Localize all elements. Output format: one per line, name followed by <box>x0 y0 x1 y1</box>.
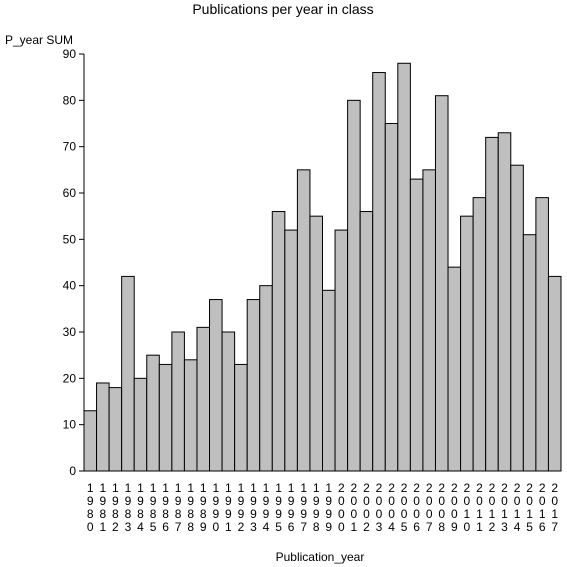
bar-1990 <box>209 299 223 472</box>
bar-1994 <box>259 285 273 472</box>
bar-2010 <box>460 215 474 472</box>
bar-1980 <box>83 410 98 472</box>
bar-2006 <box>409 178 424 472</box>
bar-1988 <box>183 359 198 472</box>
bar-1981 <box>96 382 110 472</box>
bar-2003 <box>372 72 386 472</box>
bar-1985 <box>146 354 160 472</box>
y-tick-label: 20 <box>63 371 77 385</box>
y-tick-label: 90 <box>63 47 77 61</box>
bar-2012 <box>485 136 499 472</box>
bar-1989 <box>196 326 211 472</box>
bar-1999 <box>322 289 336 472</box>
y-tick-label: 50 <box>63 232 77 246</box>
bars <box>83 62 562 472</box>
y-tick-label: 60 <box>63 186 77 200</box>
y-tick-label: 10 <box>63 418 77 432</box>
bar-1984 <box>133 377 148 472</box>
bar-1986 <box>158 363 173 472</box>
bar-1982 <box>108 387 123 472</box>
bar-1991 <box>221 331 236 472</box>
bar-2005 <box>397 62 411 472</box>
bar-1997 <box>296 169 311 472</box>
y-tick-label: 30 <box>63 325 77 339</box>
bar-2009 <box>447 266 462 472</box>
x-axis-ticks: 1 9 8 0 1 9 8 1 1 9 8 2 1 9 8 3 1 9 8 4 1 9 8 5 1 9 8 6 1 9 8 7 1 9 8 8 1 9 8 9… <box>87 481 558 534</box>
y-tick-label: 80 <box>63 93 77 107</box>
bar-1995 <box>271 211 286 472</box>
y-axis: 0 10 20 30 40 50 60 70 80 90 <box>63 47 84 478</box>
y-tick-label: 70 <box>63 140 77 154</box>
bar-1996 <box>284 229 298 472</box>
x-axis-label: Publication_year <box>276 550 365 564</box>
bar-2000 <box>334 229 349 472</box>
bar-2016 <box>535 197 549 472</box>
bar-2017 <box>547 275 562 472</box>
bar-2015 <box>522 234 537 472</box>
y-tick-label: 40 <box>63 279 77 293</box>
bar-1998 <box>309 215 323 472</box>
chart-title: Publications per year in class <box>192 1 373 17</box>
bar-2002 <box>359 211 374 472</box>
bar-2011 <box>472 197 487 472</box>
y-tick-label: 0 <box>69 464 76 478</box>
bar-1993 <box>246 299 261 472</box>
y-axis-label: P_year SUM <box>5 33 73 47</box>
bar-1992 <box>234 363 248 472</box>
bar-1983 <box>121 275 135 472</box>
bar-1987 <box>171 331 185 472</box>
bar-2008 <box>434 95 449 472</box>
bar-2007 <box>422 169 436 472</box>
bar-2004 <box>384 123 399 472</box>
bar-2001 <box>347 99 361 472</box>
bar-2014 <box>510 164 524 472</box>
bar-2013 <box>497 132 512 472</box>
